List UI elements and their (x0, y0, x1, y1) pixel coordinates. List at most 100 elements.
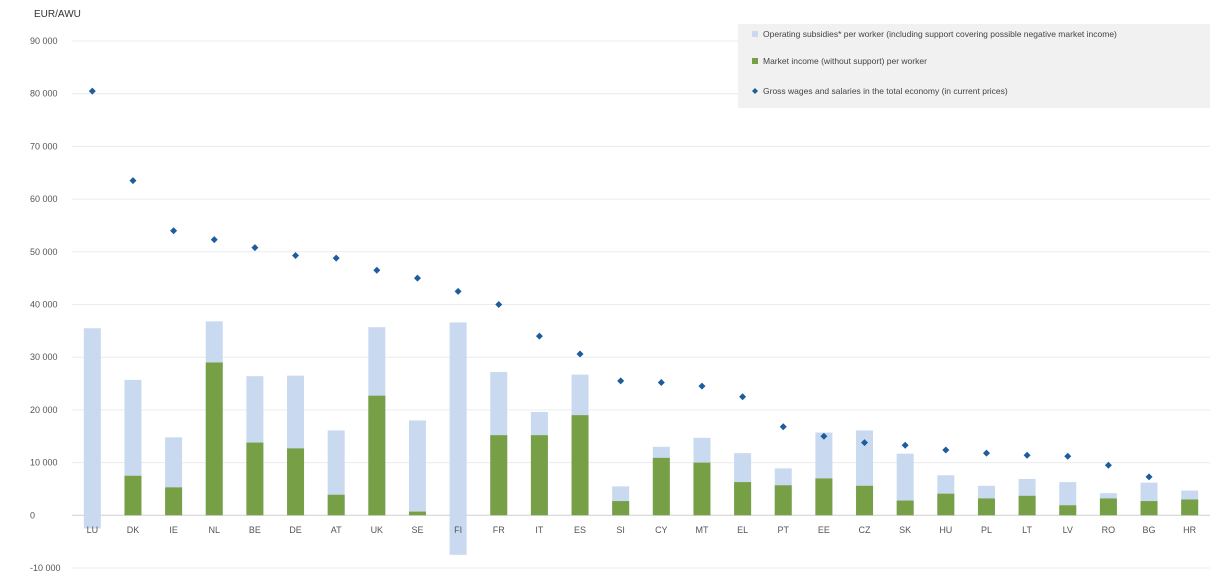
bar-market-income (287, 448, 305, 516)
bar-market-income (693, 462, 711, 516)
marker-gross-wages (129, 177, 137, 185)
marker-gross-wages (332, 254, 340, 262)
y-tick-label: 0 (30, 510, 35, 520)
y-tick-label: 50 000 (30, 247, 58, 257)
marker-gross-wages (739, 393, 747, 401)
bar-market-income (408, 511, 426, 516)
x-tick-label: LT (1022, 525, 1032, 535)
marker-gross-wages (535, 332, 543, 340)
x-tick-label: DE (289, 525, 302, 535)
legend-swatch-market-income (752, 58, 758, 64)
marker-gross-wages (820, 432, 828, 440)
bars (83, 321, 1199, 555)
bar-market-income (856, 485, 874, 516)
bar-market-income (327, 494, 345, 516)
x-axis-ticks: LU DK IE NL BE DE AT UK SE FI FR IT ES SI CY MT EL PT EE CZ… (87, 525, 1197, 535)
marker-gross-wages (454, 287, 462, 295)
marker-gross-wages (617, 377, 625, 385)
y-tick-label: 70 000 (30, 141, 58, 151)
bar-market-income (490, 435, 508, 516)
bar-operating-subsidies (327, 430, 345, 516)
marker-gross-wages (88, 87, 96, 95)
bar-operating-subsidies (83, 328, 101, 516)
x-tick-label: LV (1063, 525, 1073, 535)
legend-label-subsidies: Operating subsidies* per worker (includi… (763, 29, 1117, 39)
y-tick-label: 40 000 (30, 300, 58, 310)
legend-swatch-wages (752, 88, 758, 94)
x-tick-label: DK (127, 525, 140, 535)
marker-gross-wages (373, 266, 381, 274)
x-tick-label: NL (208, 525, 220, 535)
x-tick-label: EE (818, 525, 830, 535)
bar-market-income (1181, 499, 1199, 516)
bar-operating-subsidies (408, 420, 426, 516)
x-tick-label: LU (87, 525, 99, 535)
bar-operating-subsidies (896, 453, 914, 516)
bar-market-income (165, 487, 183, 516)
bar-operating-subsidies (449, 322, 467, 516)
x-tick-label: SI (616, 525, 625, 535)
x-tick-label: PT (777, 525, 789, 535)
x-tick-label: MT (695, 525, 708, 535)
marker-gross-wages (861, 439, 869, 447)
x-tick-label: IT (535, 525, 544, 535)
bar-market-income (1018, 495, 1036, 516)
bar-market-income (734, 482, 752, 516)
x-tick-label: FR (493, 525, 505, 535)
x-tick-label: RO (1102, 525, 1116, 535)
y-tick-label: -10 000 (30, 563, 61, 573)
y-tick-label: 90 000 (30, 36, 58, 46)
bar-market-income (530, 435, 548, 516)
legend-label-market-income: Market income (without support) per work… (763, 56, 927, 66)
y-tick-label: 10 000 (30, 458, 58, 468)
bar-market-income (449, 515, 467, 555)
bar-market-income (246, 442, 264, 516)
x-tick-label: IE (169, 525, 178, 535)
y-axis-ticks: -10 000 0 10 000 20 000 30 000 40 000 50 000 60… (30, 36, 61, 573)
legend: Operating subsidies* per worker (includi… (738, 24, 1210, 108)
legend-label-wages: Gross wages and salaries in the total ec… (763, 86, 1008, 96)
x-tick-label: BG (1143, 525, 1156, 535)
x-tick-label: HU (939, 525, 952, 535)
x-tick-label: UK (371, 525, 384, 535)
legend-swatch-subsidies (752, 31, 758, 37)
marker-gross-wages (292, 251, 300, 259)
bar-market-income (774, 485, 792, 516)
marker-gross-wages (779, 423, 787, 431)
marker-gross-wages (210, 236, 218, 244)
bar-market-income (896, 500, 914, 516)
x-tick-label: CZ (859, 525, 871, 535)
bar-market-income (368, 395, 386, 516)
marker-gross-wages (1023, 451, 1031, 459)
bar-market-income (815, 478, 833, 516)
marker-gross-wages (901, 441, 909, 449)
x-tick-label: AT (331, 525, 342, 535)
marker-gross-wages (576, 350, 584, 358)
marker-gross-wages (251, 244, 259, 252)
marker-gross-wages (698, 382, 706, 390)
bar-market-income (977, 498, 995, 516)
marker-gross-wages (942, 446, 950, 454)
markers (88, 87, 1153, 481)
bar-market-income (1059, 505, 1077, 516)
x-tick-label: BE (249, 525, 261, 535)
y-tick-label: 60 000 (30, 194, 58, 204)
y-tick-label: 20 000 (30, 405, 58, 415)
y-tick-label: 30 000 (30, 352, 58, 362)
x-tick-label: HR (1183, 525, 1196, 535)
bar-market-income (205, 362, 223, 516)
x-tick-label: SE (411, 525, 423, 535)
marker-gross-wages (982, 449, 990, 457)
x-tick-label: SK (899, 525, 911, 535)
marker-gross-wages (495, 301, 503, 308)
x-tick-label: ES (574, 525, 586, 535)
bar-market-income (571, 415, 589, 516)
bar-market-income (1099, 498, 1117, 516)
x-tick-label: FI (454, 525, 462, 535)
marker-gross-wages (1104, 461, 1112, 469)
marker-gross-wages (657, 378, 665, 386)
y-axis-unit-label: EUR/AWU (34, 9, 81, 20)
bar-market-income (1140, 501, 1158, 516)
